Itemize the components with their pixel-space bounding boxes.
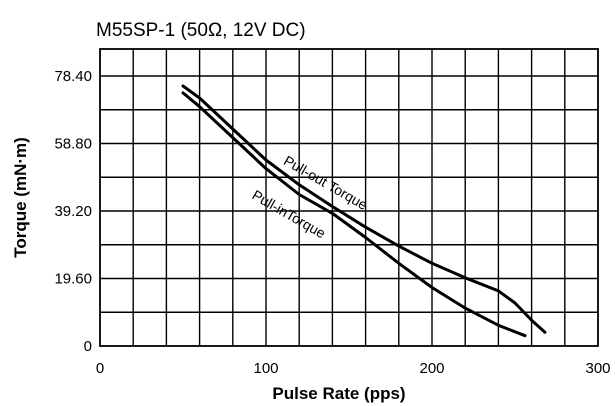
y-axis-ticks: 0 19.60 39.20 58.80 78.40 xyxy=(54,68,92,355)
y-tick-label-4: 78.40 xyxy=(54,68,92,85)
y-tick-label-1: 19.60 xyxy=(54,271,92,288)
x-tick-label-2: 200 xyxy=(419,360,444,377)
x-tick-label-3: 300 xyxy=(585,360,610,377)
series-line-pull-out-torque xyxy=(181,84,547,334)
y-tick-label-3: 58.80 xyxy=(54,136,92,153)
series-line-pull-intorque xyxy=(181,91,527,338)
y-tick-label-0: 0 xyxy=(84,338,92,355)
y-axis-label: Torque (mN·m) xyxy=(11,137,30,258)
x-axis-label: Pulse Rate (pps) xyxy=(272,384,405,403)
x-tick-label-0: 0 xyxy=(96,360,104,377)
x-tick-label-1: 100 xyxy=(253,360,278,377)
grid xyxy=(100,49,598,346)
x-axis-ticks: 0 100 200 300 xyxy=(96,360,611,377)
series-lines xyxy=(181,84,547,338)
chart-title: M55SP-1 (50Ω, 12V DC) xyxy=(96,20,306,41)
plot-frame xyxy=(99,48,599,347)
y-tick-label-2: 39.20 xyxy=(54,203,92,220)
